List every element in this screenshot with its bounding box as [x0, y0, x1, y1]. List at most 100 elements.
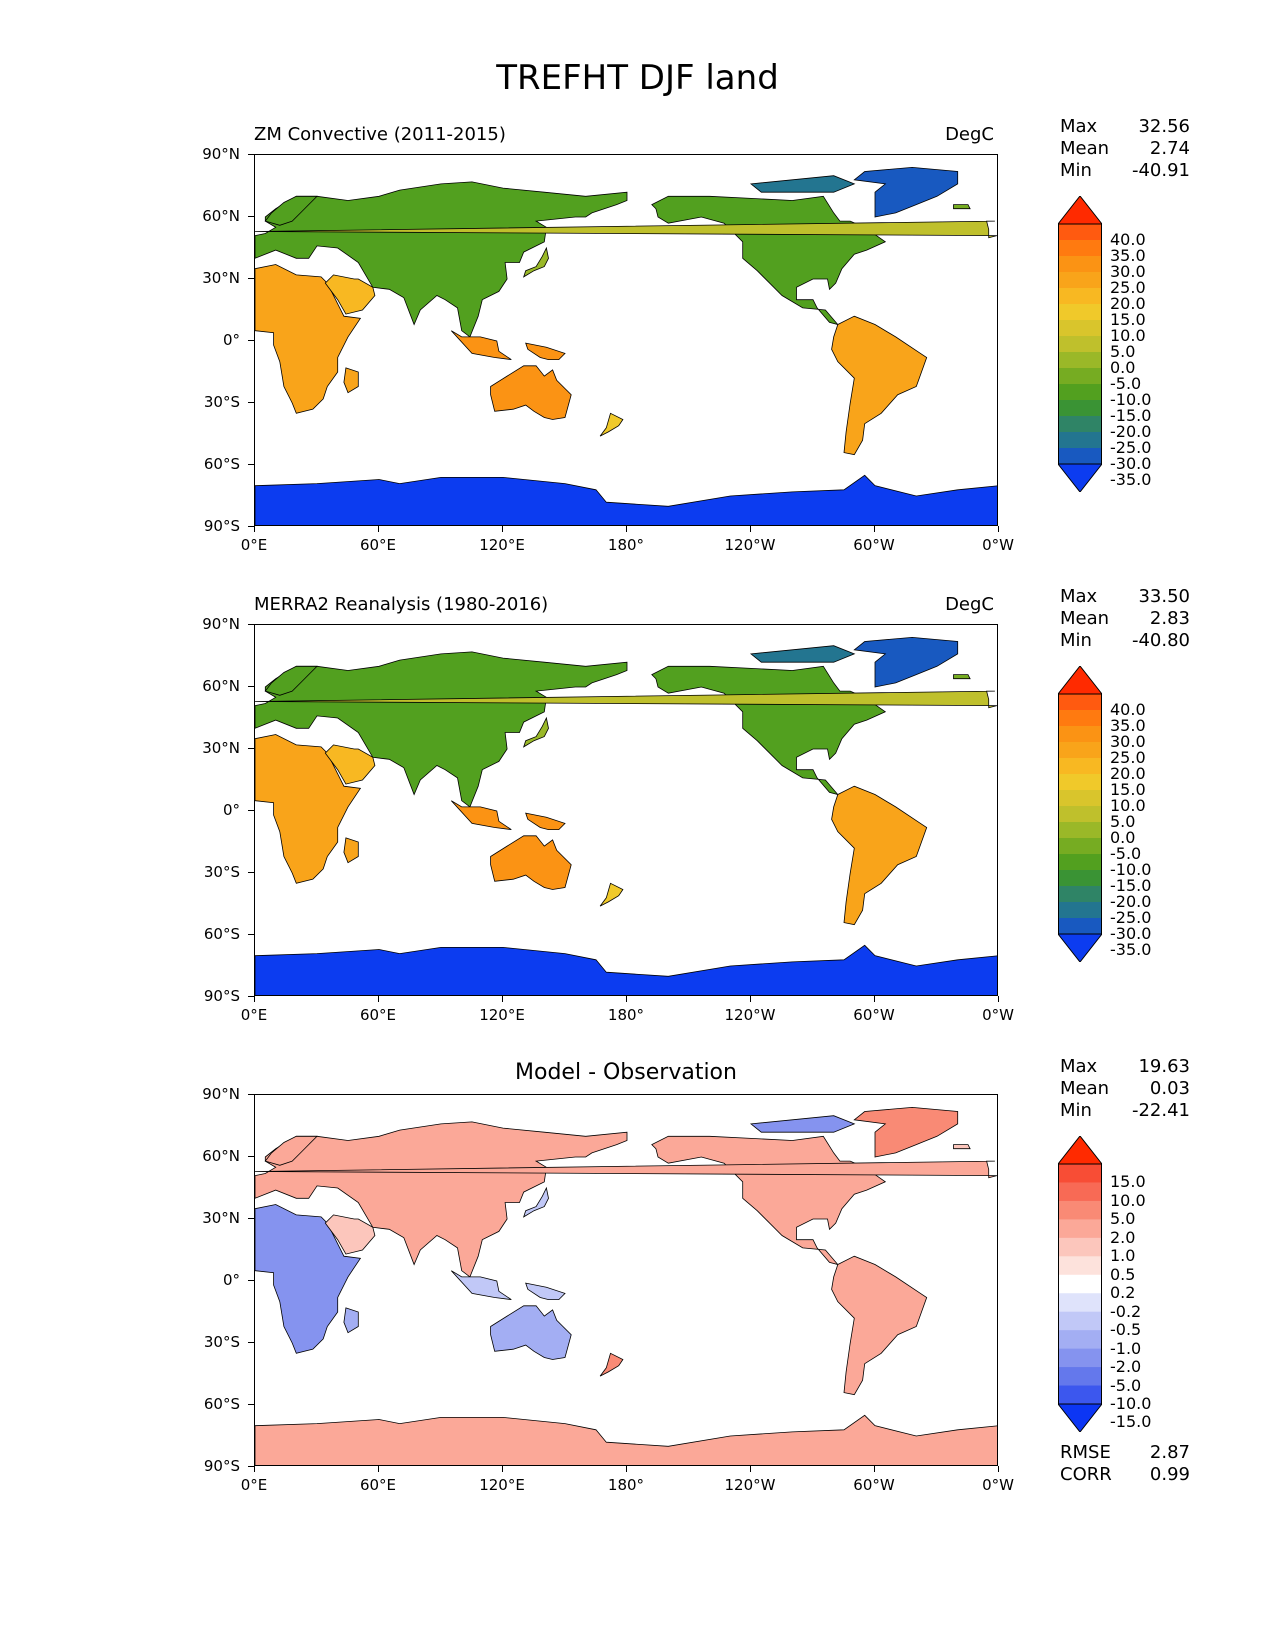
panel-units: DegC [945, 594, 994, 615]
colorbar-segment [1058, 742, 1102, 759]
lat-tick-label: 60°S [203, 455, 240, 473]
lat-tick-label: 90°S [203, 987, 240, 1005]
lon-tick-label: 0°E [240, 1476, 268, 1494]
colorbar-segment [1058, 774, 1102, 791]
lat-tick [248, 1280, 254, 1281]
colorbar-tick-label: 10.0 [1110, 1190, 1146, 1210]
colorbar-tick-label: -30.0 [1110, 924, 1152, 943]
colorbar-segment [1058, 1367, 1102, 1387]
colorbar-tick-label: 10.0 [1110, 796, 1146, 815]
stat-row: Mean 2.83 [1060, 608, 1190, 630]
map-canvas [255, 636, 997, 995]
colorbar-tick-label: 40.0 [1110, 700, 1146, 719]
landmass-australia [490, 835, 572, 890]
landmass-newguinea [525, 342, 566, 360]
landmass-southamerica [831, 315, 928, 456]
colorbar-tick-label: -10.0 [1110, 1394, 1152, 1413]
landmass-southamerica [831, 1255, 928, 1396]
lon-tick [874, 1466, 875, 1472]
colorbar-tick-label: 5.0 [1110, 812, 1136, 831]
colorbar-segment [1058, 352, 1102, 369]
lat-tick [248, 1218, 254, 1219]
colorbar-segment [1058, 1164, 1102, 1183]
colorbar-extend-max [1056, 1135, 1104, 1165]
panel-title: Model - Observation [515, 1060, 737, 1085]
lon-tick-label: 120°E [479, 536, 525, 554]
colorbar-tick-label: -10.0 [1110, 390, 1152, 409]
colorbar-segment [1058, 694, 1102, 711]
landmass-scandinavia [264, 665, 318, 696]
landmass-japan [522, 716, 549, 748]
stat-row: Min -22.41 [1060, 1100, 1190, 1122]
stat-value: 2.83 [1149, 608, 1190, 629]
lat-tick [248, 748, 254, 749]
colorbar-tick-label: 25.0 [1110, 278, 1146, 297]
colorbar-tick-label: -30.0 [1110, 454, 1152, 473]
landmass-japan [522, 1186, 549, 1218]
landmass-eurasia [255, 651, 628, 808]
colorbar-tick-label: -0.5 [1110, 1320, 1142, 1340]
stat-label: Mean [1060, 608, 1110, 629]
stat-value: 2.87 [1149, 1442, 1190, 1463]
lon-tick-label: 120°W [724, 536, 776, 554]
landmass-uk [255, 690, 997, 709]
landmass-japan [522, 246, 549, 278]
stat-value: 2.74 [1149, 138, 1190, 159]
stat-row: Mean 2.74 [1060, 138, 1190, 160]
colorbar-tick-label: 0.0 [1110, 358, 1136, 377]
landmass-africa [255, 264, 362, 414]
landmass-newguinea [525, 812, 566, 830]
map-panel-3: Model - Observation 90°N 60°N 30°N 0° 30°S 60°… [0, 0, 1275, 1494]
lat-tick [248, 934, 254, 935]
colorbar-extend-max [1056, 665, 1104, 695]
map-panel-1: ZM Convective (2011-2015) DegC 90°N 60°N 30°… [0, 0, 1275, 554]
lon-tick [254, 1466, 255, 1472]
lon-tick-label: 0°E [240, 1006, 268, 1024]
landmass-madagascar [343, 367, 359, 394]
lon-tick-label: 60°W [853, 536, 895, 554]
landmass-nz [599, 882, 624, 907]
lon-tick-label: 0°W [982, 1006, 1014, 1024]
landmass-arcticislands [749, 645, 856, 663]
lon-tick-label: 0°W [982, 536, 1014, 554]
colorbar-tick-label: -25.0 [1110, 908, 1152, 927]
lon-tick-label: 120°W [724, 1476, 776, 1494]
colorbar-segment [1058, 384, 1102, 401]
colorbar-tick-label: 20.0 [1110, 764, 1146, 783]
stat-label: Mean [1060, 138, 1110, 159]
colorbar-tick-label: 15.0 [1110, 310, 1146, 329]
landmass-newguinea [525, 1282, 566, 1300]
stat-row: Min -40.80 [1060, 630, 1190, 652]
colorbar-segment [1058, 240, 1102, 257]
lon-tick [502, 1466, 503, 1472]
landmass-eurasia [255, 1121, 628, 1278]
lat-tick [248, 1156, 254, 1157]
lon-tick [378, 526, 379, 532]
lat-tick [248, 810, 254, 811]
lat-tick-label: 90°S [203, 1457, 240, 1475]
figure-title: TREFHT DJF land [496, 58, 779, 98]
stat-label: Min [1060, 160, 1092, 181]
colorbar-segment [1058, 448, 1102, 465]
lat-tick-label: 60°S [203, 1395, 240, 1413]
landmass-greenland [853, 166, 959, 218]
lat-tick-label: 60°S [203, 925, 240, 943]
stat-row: Max 19.63 [1060, 1056, 1190, 1078]
colorbar-segment [1058, 806, 1102, 823]
stat-label: Mean [1060, 1078, 1110, 1099]
colorbar-segment [1058, 256, 1102, 273]
colorbar-tick-label: 15.0 [1110, 780, 1146, 799]
lon-tick-label: 60°E [359, 1476, 397, 1494]
colorbar-tick-label: -2.0 [1110, 1357, 1142, 1377]
landmass-iceland [953, 204, 971, 210]
stat-row: Mean 0.03 [1060, 1078, 1190, 1100]
lon-tick [998, 526, 999, 532]
colorbar-tick-label: 30.0 [1110, 262, 1146, 281]
map-canvas [255, 1106, 997, 1465]
lat-tick-label: 30°N [202, 1209, 240, 1227]
colorbar [1056, 195, 1104, 493]
stat-label: Min [1060, 1100, 1092, 1121]
lon-tick-label: 180° [607, 536, 645, 554]
colorbar-tick-label: 0.0 [1110, 828, 1136, 847]
lat-tick-label: 30°S [203, 1333, 240, 1351]
